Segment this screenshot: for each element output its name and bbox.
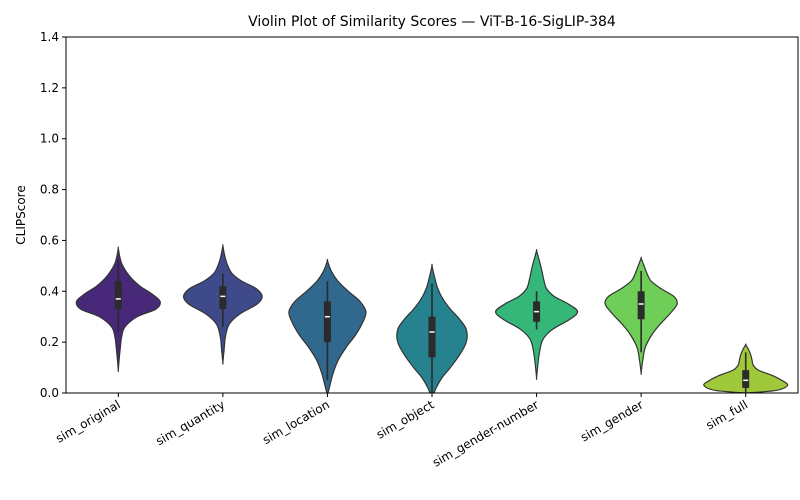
iqr-box-sim_location <box>323 301 331 343</box>
y-tick-label: 0.8 <box>40 183 59 197</box>
iqr-box-sim_quantity <box>219 286 227 310</box>
x-tick-label: sim_gender-number <box>430 397 541 469</box>
y-tick-label: 1.2 <box>40 81 59 95</box>
x-tick-label: sim_quantity <box>153 397 227 448</box>
y-tick-label: 1.4 <box>40 30 59 44</box>
iqr-box-sim_full <box>742 370 750 388</box>
x-tick-label: sim_location <box>260 397 332 447</box>
x-tick-label: sim_object <box>374 397 437 441</box>
y-tick-label: 0.0 <box>40 386 59 400</box>
chart-title: Violin Plot of Similarity Scores — ViT-B… <box>248 14 616 30</box>
boxplots-layer <box>114 260 750 393</box>
y-tick-label: 0.2 <box>40 335 59 349</box>
iqr-box-sim_gender <box>637 291 645 320</box>
x-tick-label: sim_original <box>53 397 122 445</box>
x-axis: sim_original sim_quantity sim_location sim_… <box>53 393 750 470</box>
x-tick-label: sim_gender <box>578 397 646 444</box>
iqr-box-sim_object <box>428 316 436 358</box>
x-tick-label: sim_full <box>704 397 751 432</box>
y-axis: 0.0 0.2 0.4 0.6 0.8 1.0 1.2 1.4 <box>40 30 66 400</box>
y-tick-label: 0.6 <box>40 233 59 247</box>
iqr-box-sim_original <box>114 281 122 310</box>
y-axis-label: CLIPScore <box>14 185 28 244</box>
y-tick-label: 1.0 <box>40 132 59 146</box>
y-tick-label: 0.4 <box>40 284 59 298</box>
